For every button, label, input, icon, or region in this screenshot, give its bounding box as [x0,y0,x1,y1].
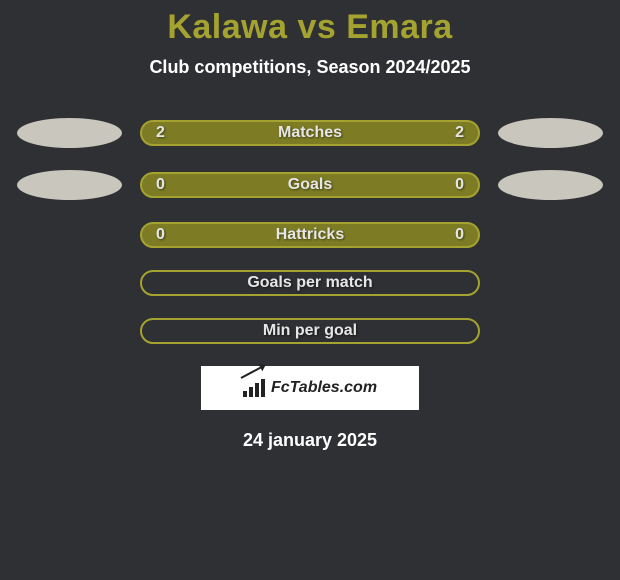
player-right-icon [498,170,603,200]
player-left-icon [17,118,122,148]
source-badge-text: FcTables.com [271,379,377,397]
stats-list: 2Matches2 0Goals0 0Hattricks0 Goals per mat… [0,118,620,344]
stat-label: Goals [142,176,478,194]
stat-label: Min per goal [142,322,478,340]
stat-row: 2Matches2 [0,118,620,148]
stat-row: 0Hattricks0 [0,222,620,248]
stat-bar: Min per goal [140,318,480,344]
chart-arrow-icon [243,379,265,397]
source-badge[interactable]: FcTables.com [201,366,419,410]
page-subtitle: Club competitions, Season 2024/2025 [0,57,620,78]
stat-bar: 2Matches2 [140,120,480,146]
page-title: Kalawa vs Emara [0,8,620,47]
player-right-icon [498,118,603,148]
stat-label: Hattricks [142,226,478,244]
stat-bar: 0Goals0 [140,172,480,198]
comparison-card: Kalawa vs Emara Club competitions, Seaso… [0,0,620,451]
stat-bar: 0Hattricks0 [140,222,480,248]
player-left-icon [17,170,122,200]
stat-label: Goals per match [142,274,478,292]
stat-label: Matches [142,124,478,142]
stat-bar: Goals per match [140,270,480,296]
stat-row: Min per goal [0,318,620,344]
stat-row: Goals per match [0,270,620,296]
stat-row: 0Goals0 [0,170,620,200]
snapshot-date: 24 january 2025 [0,430,620,451]
